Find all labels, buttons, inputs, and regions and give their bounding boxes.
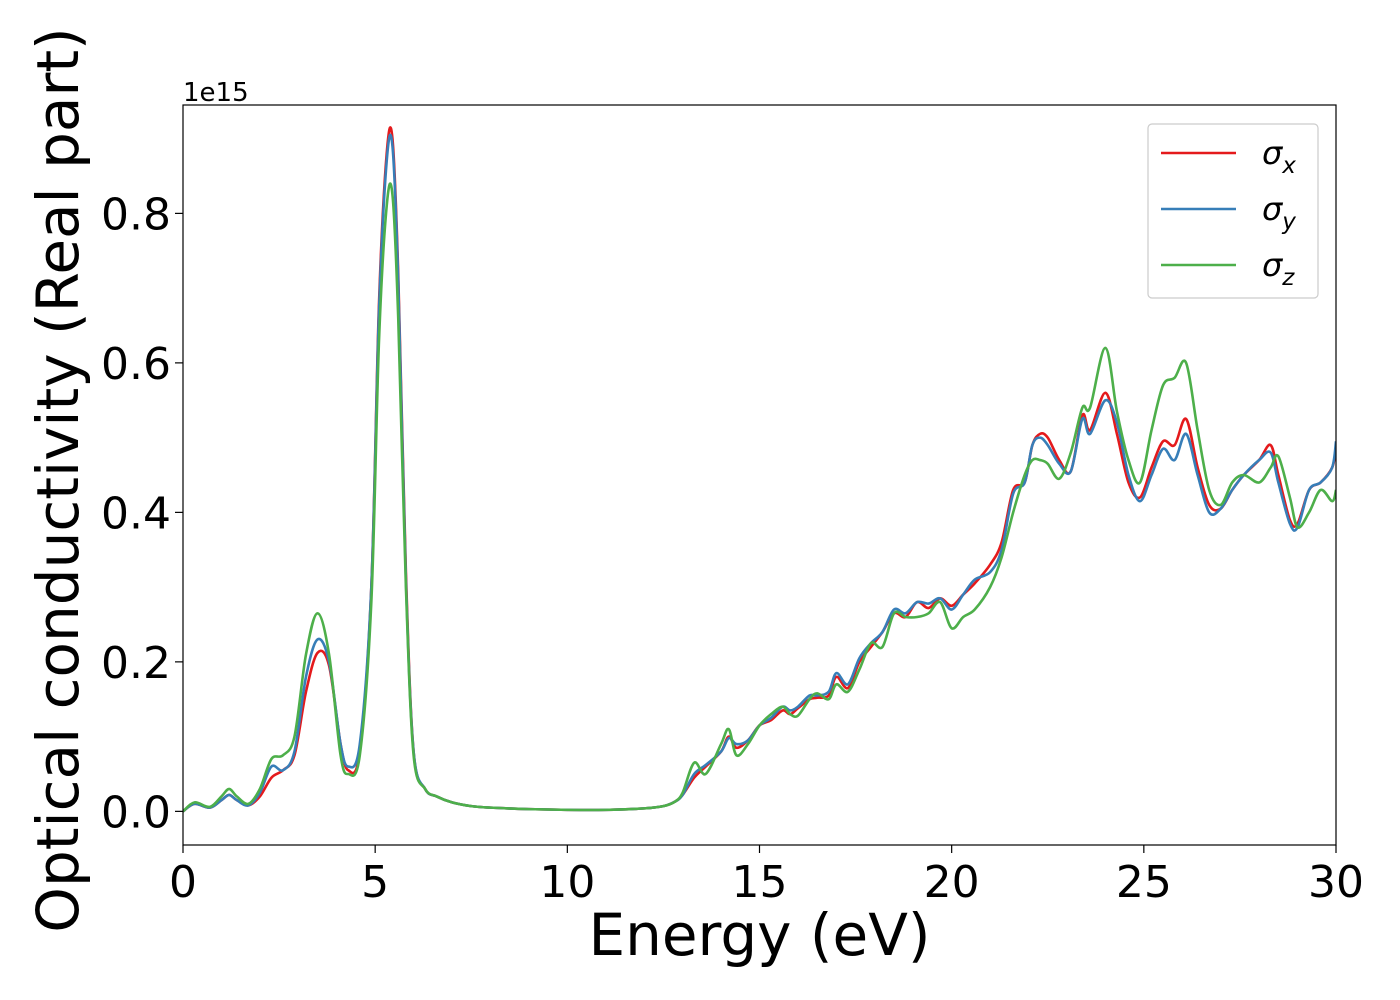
legend-entry-x: σx — [1161, 134, 1296, 179]
legend-label-symbol: σ — [1262, 190, 1284, 228]
legend-label-subscript: x — [1281, 153, 1296, 179]
legend-label-subscript: y — [1281, 209, 1296, 235]
x-axis-ticks: 0 5 10 15 20 25 30 — [169, 845, 1364, 908]
series-line-y — [183, 133, 1336, 813]
x-tick-label: 20 — [924, 857, 980, 908]
y-axis-ticks: 0.0 0.2 0.4 0.6 0.8 — [101, 189, 183, 838]
y-tick-label: 0.4 — [101, 488, 171, 539]
series-line-z — [183, 182, 1336, 813]
legend-label: σy — [1262, 190, 1296, 235]
legend-entry-z: σz — [1161, 246, 1295, 291]
x-tick-label: 15 — [732, 857, 788, 908]
y-tick-label: 0.2 — [101, 638, 171, 689]
x-tick-label: 10 — [539, 857, 595, 908]
legend-label-symbol: σ — [1262, 246, 1284, 284]
y-tick-label: 0.0 — [101, 787, 171, 838]
y-tick-label: 0.8 — [101, 189, 171, 240]
legend-label: σz — [1262, 246, 1295, 291]
legend-box — [1147, 123, 1319, 299]
x-axis-label: Energy (eV) — [588, 901, 930, 969]
series-layer — [183, 126, 1336, 813]
x-tick-label: 30 — [1308, 857, 1364, 908]
legend-label-symbol: σ — [1262, 134, 1284, 172]
legend-label: σx — [1262, 134, 1296, 179]
x-tick-label: 5 — [361, 857, 389, 908]
legend-label-subscript: z — [1281, 265, 1295, 291]
x-tick-label: 25 — [1116, 857, 1172, 908]
x-tick-label: 0 — [169, 857, 197, 908]
y-tick-label: 0.6 — [101, 339, 171, 390]
y-offset-text: 1e15 — [183, 78, 249, 108]
legend-entry-y: σy — [1161, 190, 1296, 235]
y-axis-label: Optical conductivity (Real part) — [24, 27, 92, 932]
